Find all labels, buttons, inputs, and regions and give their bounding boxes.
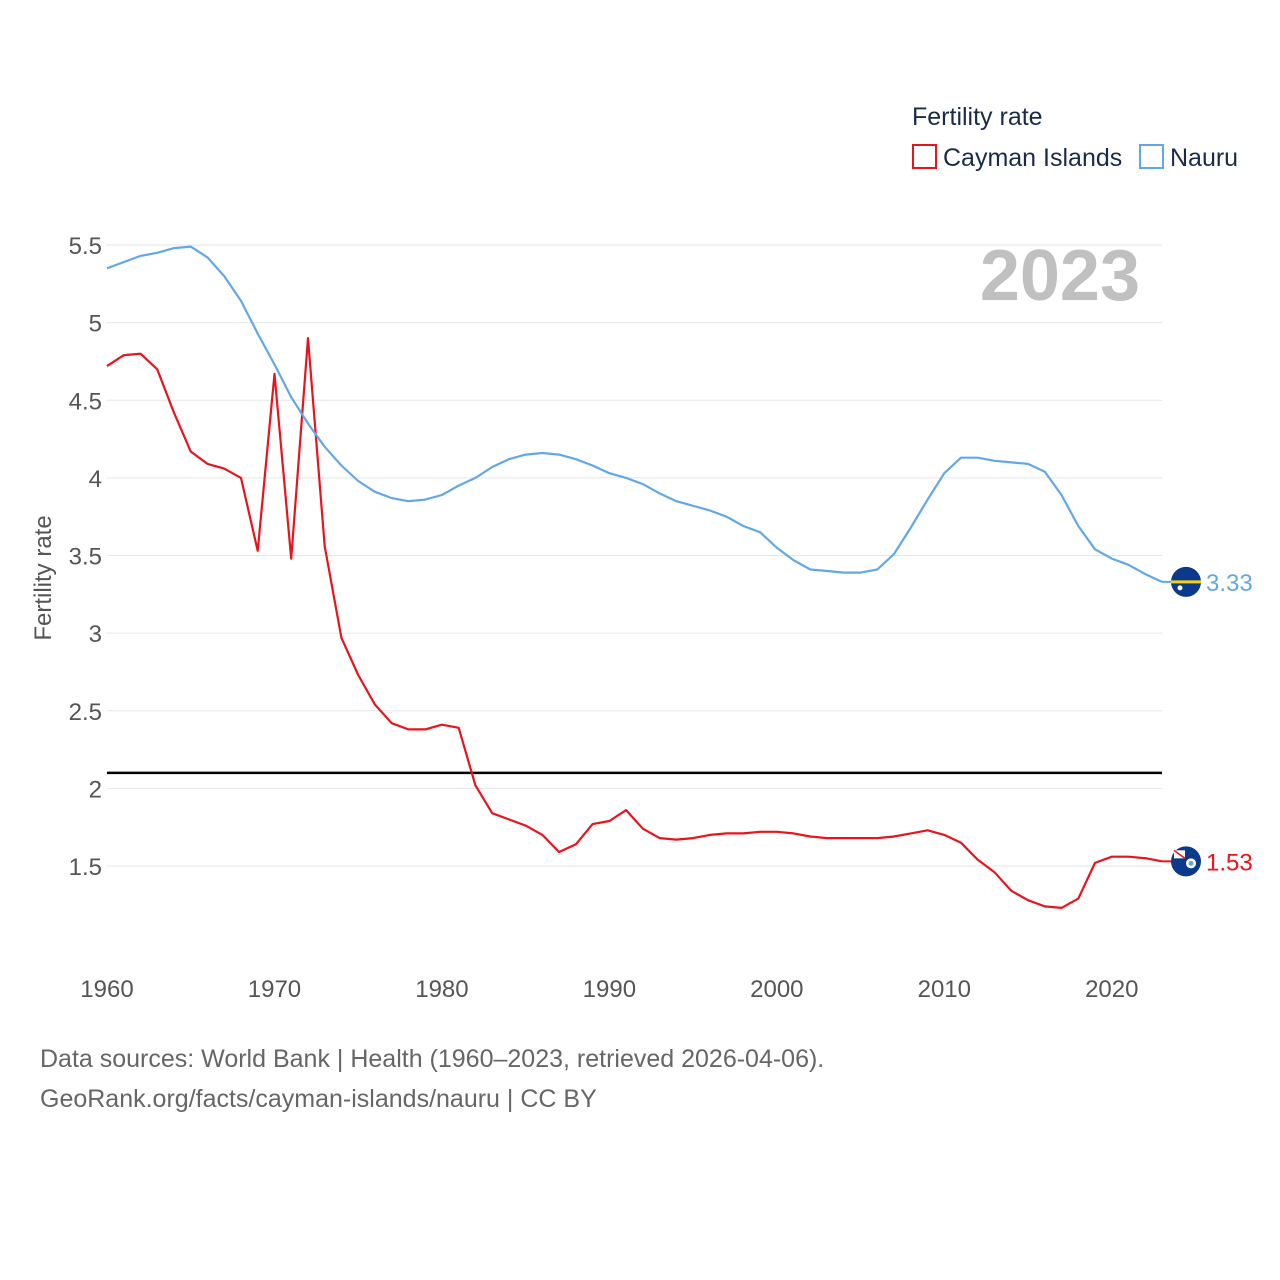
y-tick-label: 5 xyxy=(89,311,102,338)
y-tick-label: 2 xyxy=(89,776,102,803)
y-tick-label: 5.5 xyxy=(69,233,102,260)
x-tick-label: 2000 xyxy=(750,976,803,1003)
y-tick-label: 4.5 xyxy=(69,388,102,415)
x-tick-label: 1980 xyxy=(415,976,468,1003)
ticks-layer: 1.5 2 2.5 3 3.5 4 4.5 5 5.5 1960 1970 1980 1990 2000 2… xyxy=(69,233,1139,1003)
legend-label-nauru: Nauru xyxy=(1170,144,1238,172)
legend-swatch-nauru xyxy=(1139,144,1164,169)
legend-title: Fertility rate xyxy=(912,103,1043,131)
x-tick-label: 2010 xyxy=(918,976,971,1003)
legend-label-cayman-islands: Cayman Islands xyxy=(943,144,1122,172)
data-source-text: Data sources: World Bank | Health (1960–… xyxy=(40,1045,825,1073)
flag-star xyxy=(1177,585,1183,591)
x-tick-label: 1970 xyxy=(248,976,301,1003)
nauru-flag-icon xyxy=(1162,566,1201,597)
y-tick-label: 1.5 xyxy=(69,854,102,881)
legend: Fertility rate Cayman Islands Nauru xyxy=(912,103,1238,172)
flag-cross xyxy=(1173,849,1186,859)
x-tick-label: 1990 xyxy=(583,976,636,1003)
y-tick-label: 2.5 xyxy=(69,699,102,726)
cayman-islands-flag-icon xyxy=(1162,846,1201,877)
year-watermark: 2023 xyxy=(980,236,1140,316)
x-tick-label: 2020 xyxy=(1085,976,1138,1003)
series-line-cayman-islands[interactable] xyxy=(106,337,1163,910)
legend-item-nauru[interactable]: Nauru xyxy=(1139,144,1238,172)
y-tick-label: 3 xyxy=(89,621,102,648)
flag-stripe xyxy=(1171,580,1201,584)
legend-item-cayman-islands[interactable]: Cayman Islands xyxy=(912,144,1122,172)
series-line-nauru[interactable] xyxy=(106,245,1163,583)
end-value-label-nauru: 3.33 xyxy=(1206,570,1253,597)
markers-layer: 1.53 3.33 xyxy=(1162,566,1253,877)
flag-shield-inner xyxy=(1188,860,1194,866)
end-value-label-cayman-islands: 1.53 xyxy=(1206,849,1253,876)
y-tick-label: 3.5 xyxy=(69,544,102,571)
credit-text: GeoRank.org/facts/cayman-islands/nauru |… xyxy=(40,1085,597,1113)
y-axis-label: Fertility rate xyxy=(30,515,57,640)
x-tick-label: 1960 xyxy=(80,976,133,1003)
y-tick-label: 4 xyxy=(89,466,102,493)
legend-swatch-cayman-islands xyxy=(912,144,937,169)
series-layer xyxy=(106,245,1163,910)
